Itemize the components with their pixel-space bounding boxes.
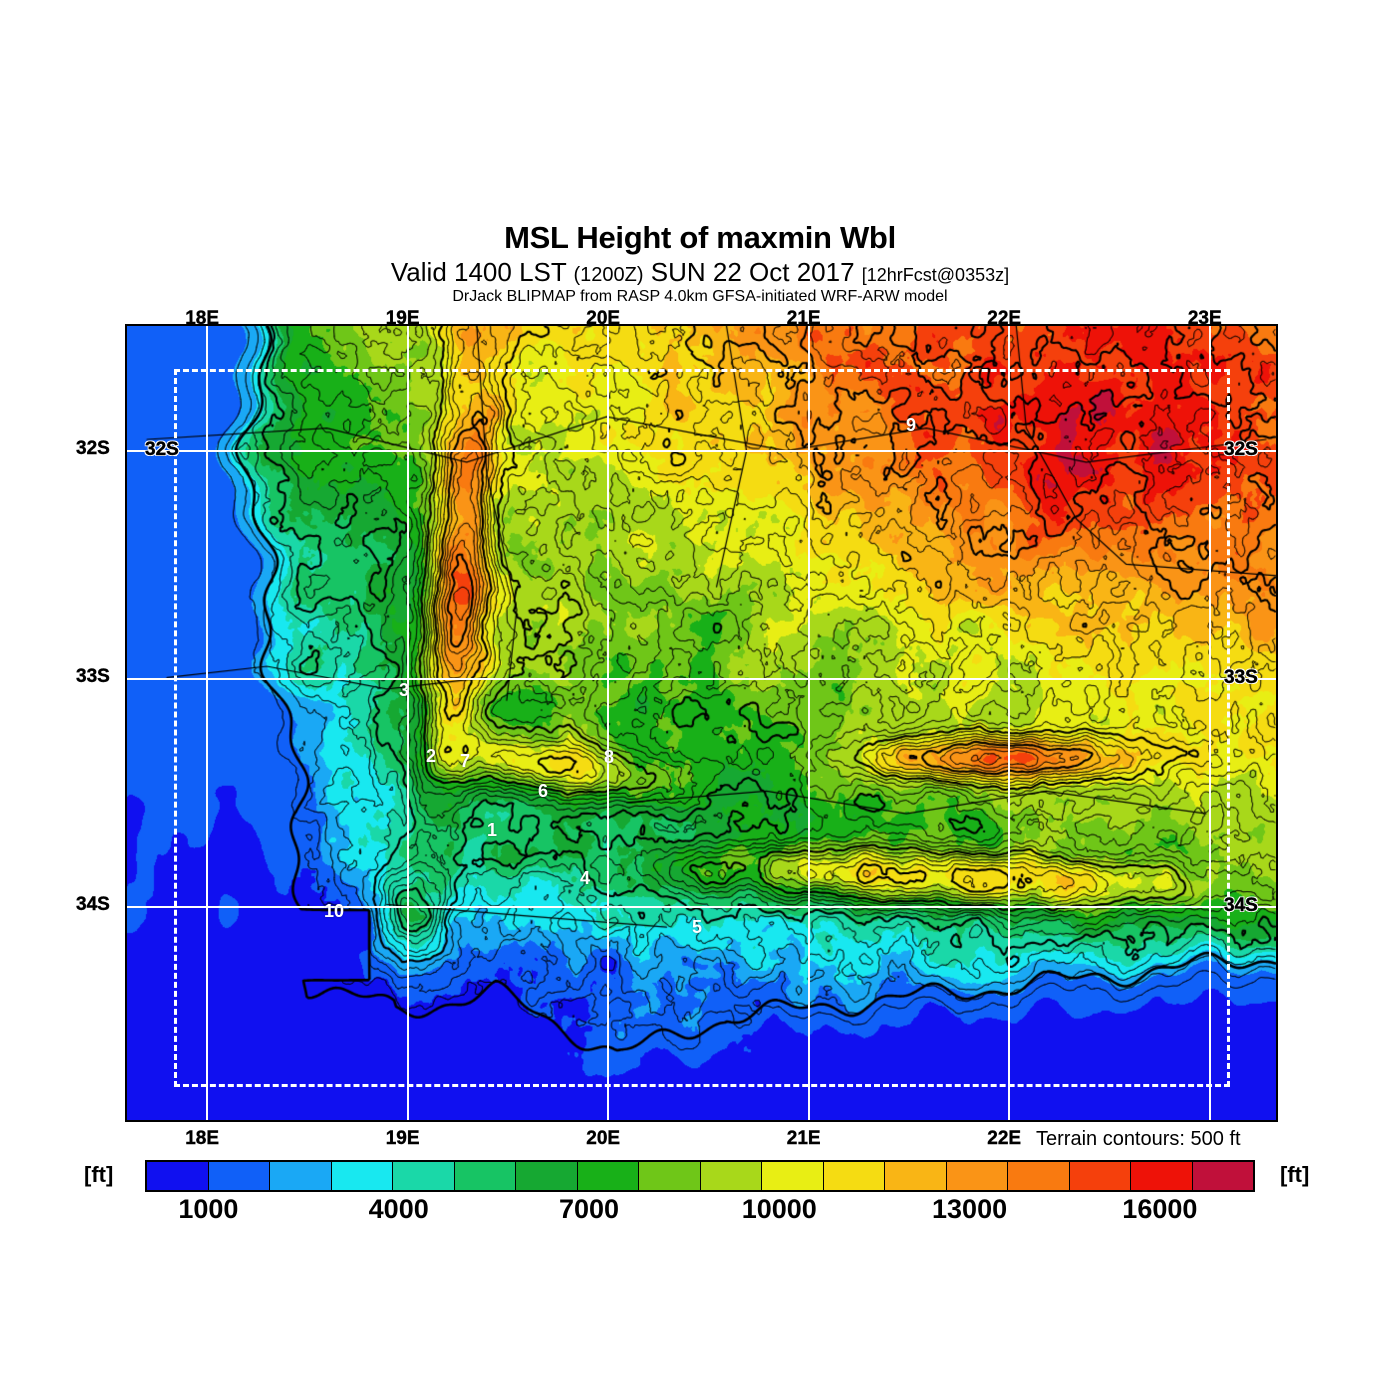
colorbar-swatch-12	[885, 1162, 947, 1190]
colorbar-swatch-16	[1131, 1162, 1193, 1190]
forecast-tag: [12hrFcst@0353z]	[861, 265, 1010, 285]
colorbar-swatch-13	[946, 1162, 1008, 1190]
axis-label-bottom-22E: 22E	[987, 1128, 1022, 1149]
colorbar-swatch-7	[577, 1162, 639, 1190]
colorbar-unit-right: [ft]	[1280, 1162, 1310, 1187]
colorbar-swatch-4	[393, 1162, 455, 1190]
axis-label-top-23E: 23E	[1187, 308, 1222, 329]
colorbar-swatch-2	[270, 1162, 332, 1190]
axis-label-bottom-18E: 18E	[185, 1128, 220, 1149]
station-marker-6[interactable]: 6	[538, 781, 549, 801]
axis-label-bottom-19E: 19E	[385, 1128, 420, 1149]
colorbar-swatch-11	[823, 1162, 885, 1190]
colorbar-tick-7000: 7000	[558, 1194, 620, 1224]
station-marker-2[interactable]: 2	[426, 746, 437, 766]
axis-label-right-34S: 34S	[1224, 895, 1258, 917]
colorbar-swatch-15	[1069, 1162, 1131, 1190]
station-marker-4[interactable]: 4	[580, 868, 591, 888]
page-title: MSL Height of maxmin Wbl	[504, 220, 896, 255]
colorbar-tick-4000: 4000	[368, 1194, 429, 1224]
title-block: MSL Height of maxmin Wbl Valid 1400 LST …	[0, 222, 1400, 305]
station-marker-1[interactable]: 1	[487, 820, 498, 840]
colorbar-swatch-5	[454, 1162, 516, 1190]
colorbar-swatch-1	[208, 1162, 270, 1190]
valid-time-utc: (1200Z)	[573, 264, 644, 286]
colorbar-tick-labels: 1000 4000 7000 10000 13000 16000	[145, 1194, 1255, 1228]
station-marker-7[interactable]: 7	[460, 751, 471, 771]
colorbar-swatch-0	[147, 1162, 209, 1190]
map-raster-layer	[127, 326, 1276, 1120]
colorbar-swatch-9	[700, 1162, 762, 1190]
axis-label-left-32S: 32S	[76, 438, 110, 460]
colorbar-unit-left: [ft]	[84, 1162, 114, 1187]
colorbar-swatch-17	[1192, 1162, 1253, 1190]
colorbar-swatches	[145, 1160, 1255, 1192]
colorbar-swatch-3	[331, 1162, 393, 1190]
axis-label-left-34S: 34S	[76, 894, 110, 916]
axis-label-top-20E: 20E	[586, 308, 621, 329]
station-marker-10[interactable]: 10	[324, 901, 345, 921]
colorbar-swatch-8	[639, 1162, 701, 1190]
colorbar-legend: [ft] [ft] 1000 4000 7000 10000 13000 16000	[0, 1160, 1400, 1240]
colorbar-tick-1000: 1000	[178, 1194, 239, 1224]
axis-label-right-33S: 33S	[1224, 667, 1258, 689]
colorbar-swatch-14	[1008, 1162, 1070, 1190]
colorbar-tick-16000: 16000	[1122, 1194, 1198, 1224]
axis-label-left-inmap-32S: 32S	[145, 439, 179, 461]
axis-label-bottom-20E: 20E	[586, 1128, 621, 1149]
axis-label-right-32S: 32S	[1224, 439, 1258, 461]
axis-label-bottom-21E: 21E	[786, 1128, 821, 1149]
station-marker-3[interactable]: 3	[399, 680, 410, 700]
station-marker-8[interactable]: 8	[604, 747, 615, 767]
axis-label-top-18E: 18E	[185, 308, 220, 329]
forecast-map[interactable]: 3 2 7 8 6 1 4 10 5 9 32S 33S 34S 32S	[125, 324, 1278, 1122]
colorbar-tick-10000: 10000	[741, 1194, 817, 1224]
axis-label-left-33S: 33S	[76, 666, 110, 688]
terrain-contour-note: Terrain contours: 500 ft	[1036, 1128, 1241, 1150]
axis-label-top-22E: 22E	[987, 308, 1022, 329]
station-marker-9[interactable]: 9	[906, 415, 917, 435]
axis-label-top-19E: 19E	[385, 308, 420, 329]
valid-time-line: Valid 1400 LST (1200Z) SUN 22 Oct 2017 […	[0, 259, 1400, 285]
station-marker-5[interactable]: 5	[692, 917, 703, 937]
axis-label-top-21E: 21E	[786, 308, 821, 329]
colorbar-swatch-10	[762, 1162, 824, 1190]
valid-date: SUN 22 Oct 2017	[643, 257, 862, 287]
colorbar-tick-13000: 13000	[932, 1194, 1008, 1224]
colorbar-swatch-6	[516, 1162, 578, 1190]
model-source-line: DrJack BLIPMAP from RASP 4.0km GFSA-init…	[452, 288, 948, 305]
valid-time-prefix: Valid 1400 LST	[390, 257, 574, 287]
